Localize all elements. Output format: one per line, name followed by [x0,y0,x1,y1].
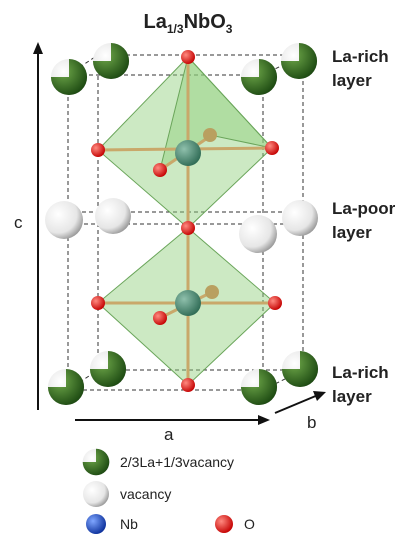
la-sites [45,42,319,406]
layer-label: layer [332,387,372,406]
layer-label: La-rich [332,363,389,382]
title-part: NbO [184,11,226,33]
layer-label: layer [332,71,372,90]
title: La1/3NbO3 [144,11,233,36]
axis-label: a [164,425,174,444]
legend: 2/3La+1/3vacancy vacancy Nb O [82,448,255,534]
legend-label: 2/3La+1/3vacancy [120,454,234,470]
axes [33,42,326,425]
axis-label: b [307,413,316,432]
title-subscript: 3 [226,22,233,36]
title-subscript: 1/3 [167,22,184,36]
octahedra [91,50,282,392]
legend-label: Nb [120,516,138,532]
legend-label: vacancy [120,486,171,502]
axis-label: c [14,213,23,232]
layer-label: La-poor [332,199,396,218]
title-part: La [144,11,168,33]
legend-label: O [244,516,255,532]
layer-label: layer [332,223,372,242]
layer-label: La-rich [332,47,389,66]
